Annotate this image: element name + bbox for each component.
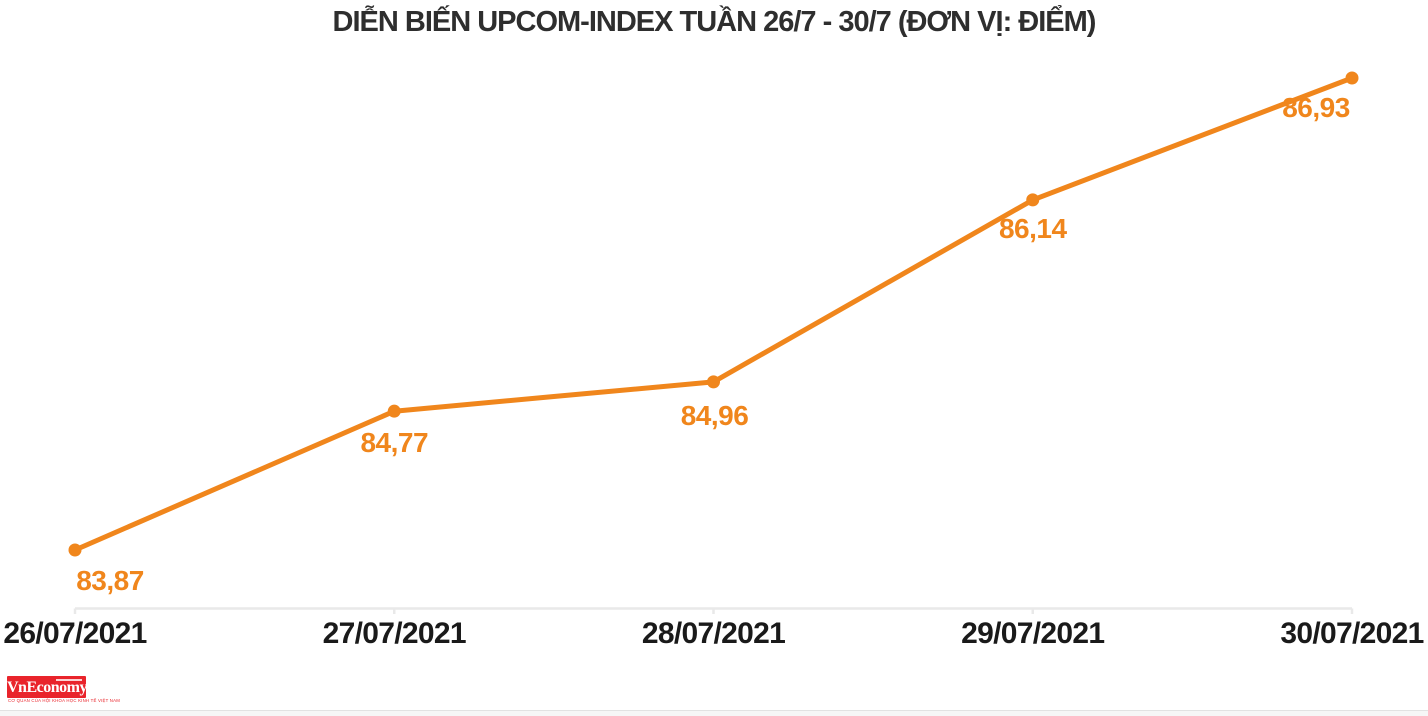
- data-point-marker: [1345, 71, 1359, 85]
- logo-top-rule: [56, 679, 82, 681]
- data-point-marker: [707, 375, 720, 389]
- x-axis-label: 28/07/2021: [641, 617, 786, 650]
- x-axis-label: 27/07/2021: [322, 617, 467, 650]
- data-point-label: 83,87: [76, 565, 144, 596]
- data-point-label: 84,96: [680, 399, 749, 431]
- data-point-label: 86,14: [998, 212, 1067, 244]
- x-axis-label: 29/07/2021: [961, 617, 1105, 650]
- logo-tagline: CƠ QUAN CỦA HỘI KHOA HỌC KINH TẾ VIỆT NA…: [8, 699, 121, 704]
- data-point-label: 86,93: [1282, 91, 1350, 123]
- bottom-divider: [0, 710, 1428, 711]
- logo-wordmark: VnEconomy: [7, 679, 87, 696]
- x-axis-label: 26/07/2021: [3, 617, 147, 650]
- data-point-marker: [1026, 193, 1040, 207]
- x-axis-label: 30/07/2021: [1280, 617, 1424, 650]
- data-point-marker: [387, 404, 401, 418]
- data-point-label: 84,77: [360, 427, 429, 459]
- data-point-marker: [68, 543, 82, 557]
- vneconomy-logo: VnEconomy: [7, 676, 87, 698]
- chart-title: DIỄN BIẾN UPCOM-INDEX TUẦN 26/7 - 30/7 (…: [332, 6, 1097, 38]
- series-line-upcom-index: [72, 75, 1355, 553]
- bottom-background-strip: [0, 711, 1428, 716]
